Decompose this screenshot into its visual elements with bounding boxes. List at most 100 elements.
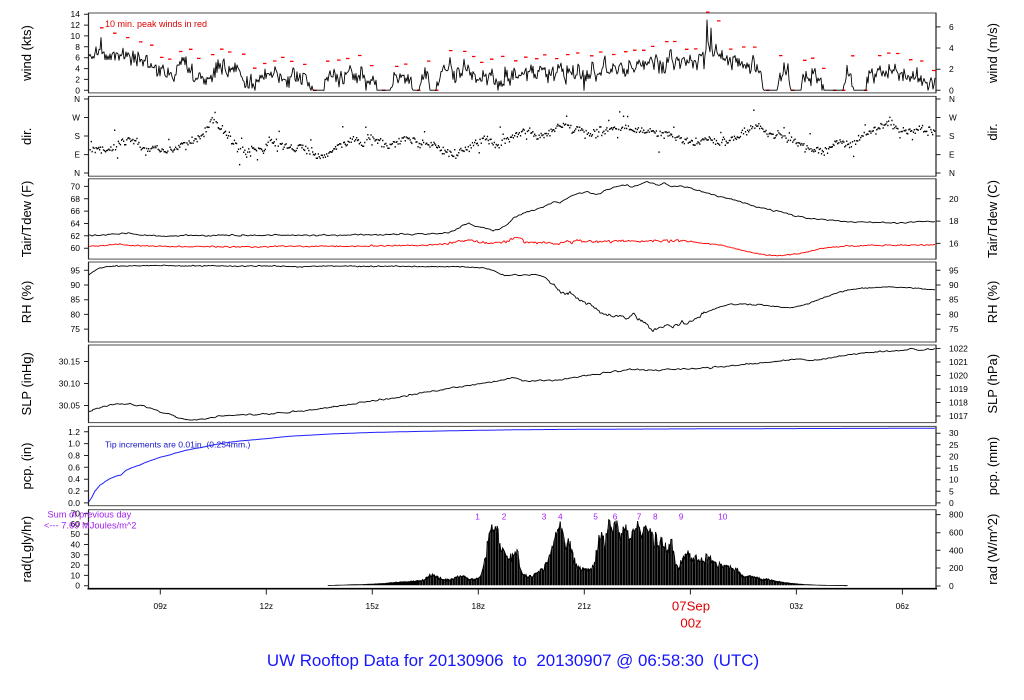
svg-text:06z: 06z xyxy=(896,601,910,611)
svg-text:10: 10 xyxy=(71,31,81,41)
svg-text:1: 1 xyxy=(475,512,480,522)
svg-text:40: 40 xyxy=(71,540,81,550)
svg-text:25: 25 xyxy=(949,440,959,450)
svg-text:1019: 1019 xyxy=(949,384,968,394)
svg-text:SLP (hPa): SLP (hPa) xyxy=(985,354,1000,414)
svg-text:90: 90 xyxy=(71,280,81,290)
svg-text:0.2: 0.2 xyxy=(68,486,80,496)
svg-text:5: 5 xyxy=(593,512,598,522)
svg-text:Tip increments are 0.01in. (0.: Tip increments are 0.01in. (0.254mm.) xyxy=(105,440,250,450)
svg-text:600: 600 xyxy=(949,528,963,538)
svg-text:1022: 1022 xyxy=(949,344,968,354)
svg-text:rad (W/m^2): rad (W/m^2) xyxy=(985,514,1000,585)
svg-text:09z: 09z xyxy=(154,601,168,611)
svg-text:4: 4 xyxy=(949,43,954,53)
svg-text:18: 18 xyxy=(949,216,959,226)
svg-text:1.0: 1.0 xyxy=(68,439,80,449)
svg-text:10: 10 xyxy=(71,570,81,580)
svg-text:rad(Lgly/hr): rad(Lgly/hr) xyxy=(19,516,34,582)
svg-text:pcp. (in): pcp. (in) xyxy=(19,443,34,490)
svg-text:RH (%): RH (%) xyxy=(985,281,1000,324)
svg-text:SLP (inHg): SLP (inHg) xyxy=(19,352,34,415)
svg-text:10: 10 xyxy=(718,512,728,522)
svg-text:pcp. (mm): pcp. (mm) xyxy=(985,437,1000,496)
svg-text:3: 3 xyxy=(542,512,547,522)
svg-text:2: 2 xyxy=(75,74,80,84)
svg-text:12: 12 xyxy=(71,20,81,30)
svg-text:70: 70 xyxy=(71,181,81,191)
svg-text:S: S xyxy=(75,132,81,141)
svg-text:6: 6 xyxy=(75,53,80,63)
svg-text:80: 80 xyxy=(71,309,81,319)
svg-text:0.6: 0.6 xyxy=(68,462,80,472)
svg-text:66: 66 xyxy=(71,206,81,216)
svg-text:21z: 21z xyxy=(578,601,592,611)
svg-text:00z: 00z xyxy=(680,616,701,631)
svg-text:85: 85 xyxy=(949,295,959,305)
svg-text:14: 14 xyxy=(71,9,81,19)
svg-text:75: 75 xyxy=(71,324,81,334)
svg-text:1018: 1018 xyxy=(949,398,968,408)
svg-text:0.4: 0.4 xyxy=(68,474,80,484)
svg-text:62: 62 xyxy=(71,231,81,241)
svg-text:0: 0 xyxy=(75,85,80,95)
svg-text:2: 2 xyxy=(949,64,954,74)
svg-text:7: 7 xyxy=(637,512,642,522)
svg-text:30: 30 xyxy=(71,550,81,560)
svg-text:95: 95 xyxy=(71,265,81,275)
svg-text:6: 6 xyxy=(949,22,954,32)
svg-text:1021: 1021 xyxy=(949,357,968,367)
svg-text:N: N xyxy=(949,169,955,178)
svg-text:W: W xyxy=(72,114,80,123)
svg-text:95: 95 xyxy=(949,265,959,275)
svg-text:20: 20 xyxy=(71,560,81,570)
svg-text:07Sep: 07Sep xyxy=(672,599,710,614)
svg-text:dir.: dir. xyxy=(985,123,1000,140)
svg-text:15: 15 xyxy=(949,463,959,473)
svg-text:64: 64 xyxy=(71,219,81,229)
svg-text:W: W xyxy=(949,114,957,123)
svg-text:16: 16 xyxy=(949,238,959,248)
svg-text:12z: 12z xyxy=(260,601,274,611)
svg-text:S: S xyxy=(949,132,955,141)
svg-text:30.05: 30.05 xyxy=(59,401,81,411)
svg-text:N: N xyxy=(74,95,80,104)
svg-text:800: 800 xyxy=(949,510,963,520)
svg-text:0: 0 xyxy=(949,85,954,95)
svg-text:80: 80 xyxy=(949,309,959,319)
svg-text:68: 68 xyxy=(71,194,81,204)
svg-text:9: 9 xyxy=(679,512,684,522)
svg-text:<--- 7.69 MJoules/m^2: <--- 7.69 MJoules/m^2 xyxy=(44,520,136,530)
svg-text:30.10: 30.10 xyxy=(59,379,81,389)
svg-text:400: 400 xyxy=(949,545,963,555)
svg-text:E: E xyxy=(949,151,955,160)
svg-text:20: 20 xyxy=(949,194,959,204)
svg-text:0.0: 0.0 xyxy=(68,498,80,508)
svg-text:dir.: dir. xyxy=(19,128,34,145)
svg-text:5: 5 xyxy=(949,486,954,496)
svg-text:0: 0 xyxy=(75,581,80,591)
svg-text:20: 20 xyxy=(949,451,959,461)
svg-text:1017: 1017 xyxy=(949,411,968,421)
svg-text:90: 90 xyxy=(949,280,959,290)
svg-text:30: 30 xyxy=(949,428,959,438)
svg-text:Tair/Tdew (C): Tair/Tdew (C) xyxy=(985,180,1000,258)
svg-text:4: 4 xyxy=(75,64,80,74)
svg-text:10 min. peak winds in red: 10 min. peak winds in red xyxy=(105,19,207,29)
svg-text:6: 6 xyxy=(613,512,618,522)
svg-text:E: E xyxy=(75,151,81,160)
svg-text:N: N xyxy=(74,169,80,178)
svg-text:RH (%): RH (%) xyxy=(19,281,34,324)
svg-text:15z: 15z xyxy=(366,601,380,611)
svg-text:0.8: 0.8 xyxy=(68,451,80,461)
svg-text:N: N xyxy=(949,95,955,104)
svg-text:0: 0 xyxy=(949,581,954,591)
svg-text:75: 75 xyxy=(949,324,959,334)
svg-text:4: 4 xyxy=(558,512,563,522)
svg-text:Sum of previous day: Sum of previous day xyxy=(48,510,132,520)
svg-text:wind (kts): wind (kts) xyxy=(19,25,34,82)
svg-text:60: 60 xyxy=(71,519,81,529)
svg-text:50: 50 xyxy=(71,529,81,539)
svg-text:UW Rooftop Data for 20130906: UW Rooftop Data for 20130906 to 20130907… xyxy=(267,651,759,670)
svg-text:1.2: 1.2 xyxy=(68,427,80,437)
